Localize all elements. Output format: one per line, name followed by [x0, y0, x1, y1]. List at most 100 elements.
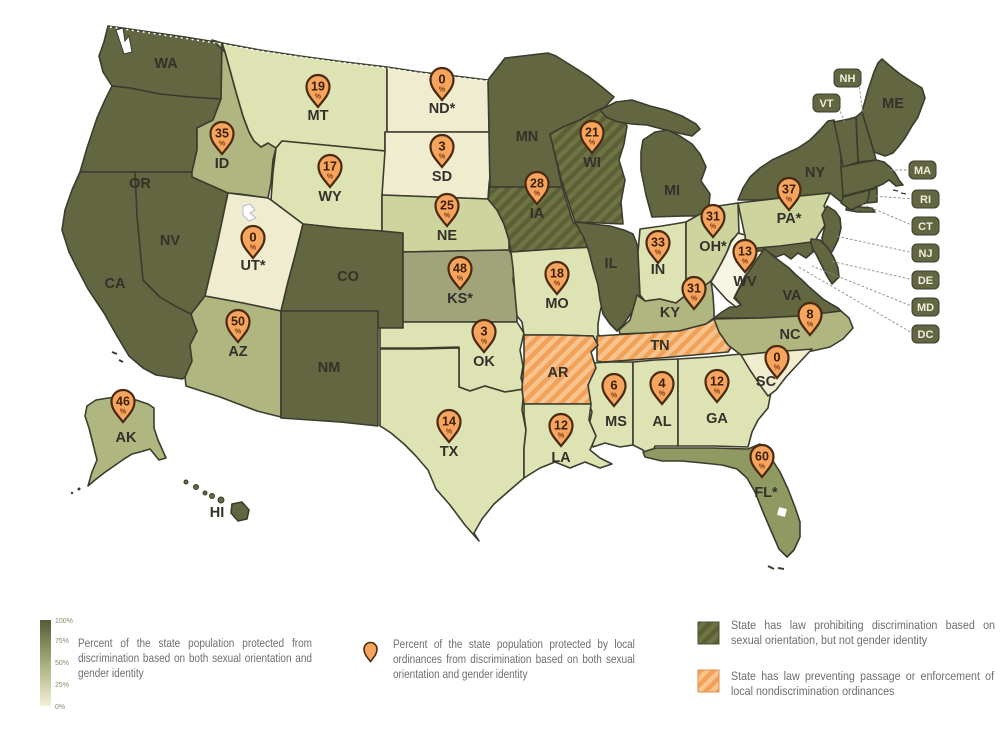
svg-text:50: 50: [231, 315, 245, 329]
svg-text:8: 8: [806, 307, 813, 322]
svg-text:%: %: [710, 224, 717, 231]
svg-text:31: 31: [706, 210, 720, 224]
svg-text:NM: NM: [318, 360, 341, 376]
svg-text:12: 12: [554, 419, 568, 433]
svg-text:LA: LA: [551, 450, 571, 466]
svg-text:%: %: [786, 197, 793, 204]
svg-text:NY: NY: [805, 165, 825, 181]
svg-text:28: 28: [530, 177, 544, 191]
svg-text:37: 37: [782, 183, 796, 197]
svg-text:SC: SC: [756, 374, 777, 390]
svg-text:31: 31: [687, 282, 701, 296]
svg-text:WI: WI: [583, 155, 601, 171]
svg-text:21: 21: [585, 126, 599, 140]
svg-text:ME: ME: [882, 96, 904, 112]
svg-text:NH: NH: [840, 73, 856, 85]
svg-text:NV: NV: [160, 233, 180, 249]
svg-text:CO: CO: [337, 269, 359, 285]
svg-text:MI: MI: [664, 183, 680, 199]
svg-text:6: 6: [610, 378, 617, 393]
svg-text:RI: RI: [920, 194, 931, 206]
svg-text:19: 19: [311, 80, 325, 94]
svg-text:17: 17: [323, 160, 337, 174]
svg-text:MT: MT: [308, 108, 329, 124]
svg-text:100%: 100%: [55, 618, 73, 625]
svg-text:IL: IL: [605, 256, 618, 272]
svg-text:3: 3: [438, 139, 445, 154]
svg-text:%: %: [774, 365, 781, 372]
svg-text:FL*: FL*: [754, 485, 778, 501]
svg-text:46: 46: [116, 395, 130, 409]
svg-text:%: %: [611, 393, 618, 400]
svg-text:CA: CA: [105, 276, 126, 292]
svg-text:OH*: OH*: [699, 239, 727, 255]
svg-text:NC: NC: [780, 327, 801, 343]
svg-text:12: 12: [710, 375, 724, 389]
svg-text:DC: DC: [918, 329, 934, 341]
svg-text:33: 33: [651, 236, 665, 250]
svg-text:%: %: [714, 389, 721, 396]
svg-text:KS*: KS*: [447, 291, 473, 307]
svg-text:25: 25: [440, 199, 454, 213]
svg-text:MN: MN: [516, 129, 539, 145]
svg-text:WY: WY: [318, 189, 342, 205]
svg-text:%: %: [235, 329, 242, 336]
svg-text:GA: GA: [706, 411, 728, 427]
svg-text:CT: CT: [918, 221, 933, 233]
svg-text:VA: VA: [782, 288, 802, 304]
svg-text:PA*: PA*: [777, 211, 802, 227]
svg-text:NJ: NJ: [918, 248, 932, 260]
svg-text:3: 3: [480, 324, 487, 339]
svg-text:WV: WV: [733, 274, 757, 290]
svg-text:VT: VT: [819, 98, 833, 110]
svg-text:%: %: [327, 174, 334, 181]
svg-text:0%: 0%: [55, 704, 65, 711]
svg-text:OR: OR: [129, 176, 151, 192]
svg-text:%: %: [444, 213, 451, 220]
svg-text:IA: IA: [530, 206, 545, 222]
svg-text:%: %: [807, 322, 814, 329]
svg-text:OK: OK: [473, 354, 495, 370]
svg-text:SD: SD: [432, 169, 452, 185]
svg-text:MO: MO: [545, 296, 568, 312]
svg-text:0: 0: [438, 72, 445, 87]
svg-text:60: 60: [755, 450, 769, 464]
svg-text:TX: TX: [440, 444, 459, 460]
svg-text:0: 0: [773, 350, 780, 365]
svg-text:AZ: AZ: [228, 344, 247, 360]
svg-text:%: %: [481, 339, 488, 346]
svg-text:HI: HI: [210, 505, 225, 521]
svg-text:4: 4: [658, 376, 666, 391]
svg-text:MD: MD: [917, 302, 934, 314]
svg-text:%: %: [759, 464, 766, 471]
svg-text:0: 0: [249, 230, 256, 245]
svg-text:48: 48: [453, 262, 467, 276]
svg-text:%: %: [554, 281, 561, 288]
svg-text:%: %: [446, 429, 453, 436]
svg-text:WA: WA: [154, 56, 178, 72]
svg-text:UT*: UT*: [241, 258, 266, 274]
svg-text:%: %: [558, 433, 565, 440]
svg-text:AK: AK: [116, 430, 137, 446]
svg-text:ID: ID: [215, 156, 230, 172]
svg-text:MS: MS: [605, 414, 627, 430]
svg-text:%: %: [250, 245, 257, 252]
svg-text:%: %: [120, 409, 127, 416]
svg-text:75%: 75%: [55, 638, 69, 645]
svg-text:DE: DE: [918, 275, 933, 287]
svg-text:%: %: [655, 250, 662, 257]
svg-text:%: %: [219, 141, 226, 148]
svg-text:KY: KY: [660, 305, 680, 321]
svg-text:%: %: [659, 391, 666, 398]
svg-text:AR: AR: [548, 365, 569, 381]
svg-text:50%: 50%: [55, 660, 69, 667]
svg-text:%: %: [439, 154, 446, 161]
svg-text:NE: NE: [437, 228, 457, 244]
svg-text:MA: MA: [914, 165, 931, 177]
svg-text:%: %: [589, 140, 596, 147]
svg-text:13: 13: [738, 245, 752, 259]
svg-text:35: 35: [215, 127, 229, 141]
svg-text:14: 14: [442, 415, 456, 429]
svg-text:%: %: [534, 191, 541, 198]
svg-text:IN: IN: [651, 262, 666, 278]
